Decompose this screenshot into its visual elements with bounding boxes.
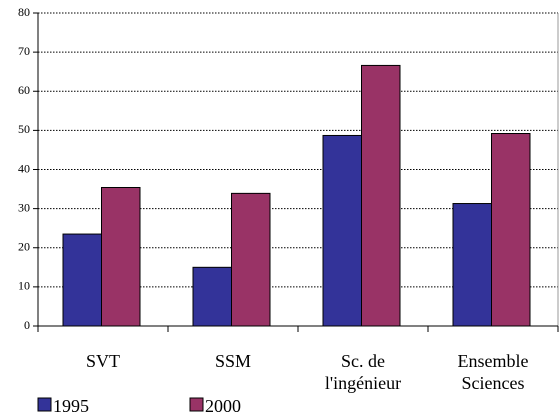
bar (322, 134, 362, 327)
y-tick-label: 80 (18, 5, 30, 19)
y-tick-label: 50 (18, 122, 30, 136)
y-tick-label: 30 (18, 200, 30, 214)
bar (361, 64, 401, 327)
bar (491, 133, 531, 327)
bar (231, 192, 271, 327)
bar (452, 203, 492, 327)
y-tick-label: 70 (18, 44, 30, 58)
x-tick-label: Ensemble Sciences (457, 351, 529, 393)
y-tick-label: 40 (18, 161, 30, 175)
y-tick-label: 0 (24, 318, 30, 332)
x-tick-label: SVT (85, 351, 120, 371)
x-tick-label: Sc. de l'ingénieur (324, 351, 402, 393)
x-tick-label: SSM (214, 351, 252, 371)
y-tick-label: 60 (18, 83, 30, 97)
legend-swatch (189, 397, 204, 412)
bar (101, 186, 141, 327)
legend-label: 1995 (53, 396, 89, 416)
legend-swatch (37, 397, 52, 412)
legend-label: 2000 (205, 396, 241, 416)
bar (62, 233, 102, 327)
bar (192, 266, 232, 327)
y-tick-label: 20 (18, 240, 30, 254)
y-tick-label: 10 (18, 279, 30, 293)
